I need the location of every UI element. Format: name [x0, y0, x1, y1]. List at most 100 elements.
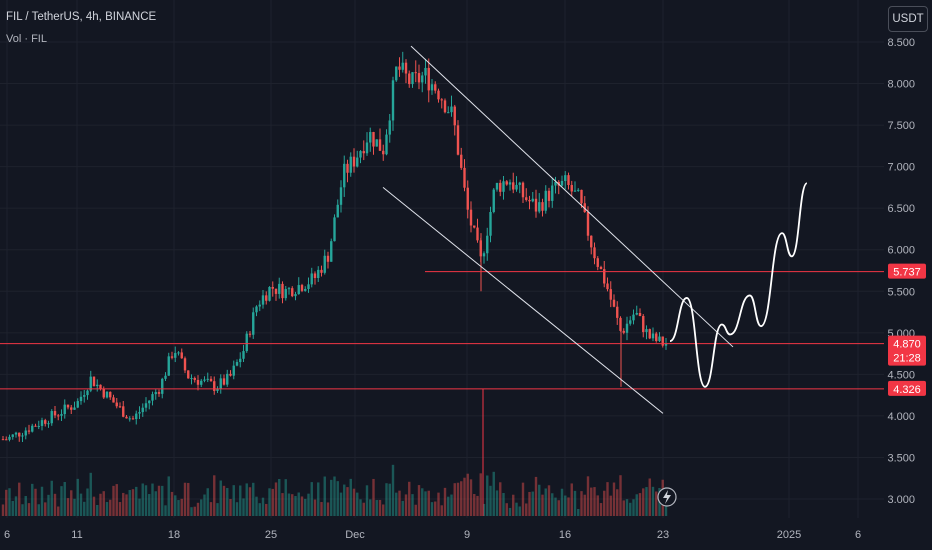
volume-bar-37	[122, 492, 125, 516]
volume-bar-51	[167, 476, 170, 516]
volume-bar-111	[362, 502, 365, 516]
candle-body-0	[1, 439, 5, 441]
volume-bar-145	[473, 493, 476, 516]
candle-body-87	[284, 289, 287, 299]
volume-bar-40	[131, 489, 135, 516]
candle-body-79	[258, 304, 261, 307]
candle-body-60	[196, 379, 200, 385]
volume-indicator-label[interactable]: Vol · FIL	[6, 33, 47, 45]
volume-bar-184	[599, 503, 603, 516]
volume-bar-195	[635, 494, 638, 516]
candle-body-12	[40, 420, 44, 426]
volume-bar-143	[466, 473, 469, 516]
candle-body-203	[661, 336, 664, 346]
candle-body-41	[135, 413, 138, 420]
candle-body-29	[96, 384, 99, 387]
candle-body-48	[157, 392, 161, 394]
candle-body-196	[638, 312, 642, 317]
volume-bar-33	[109, 499, 112, 516]
candle-body-151	[492, 189, 495, 212]
candle-body-31	[102, 388, 105, 398]
candle-body-37	[122, 406, 125, 417]
x-tick-7: 23	[657, 529, 669, 541]
candle-body-137	[447, 112, 450, 114]
currency-button[interactable]: USDT	[888, 6, 928, 32]
replay-icon[interactable]	[657, 487, 677, 507]
volume-bar-178	[580, 491, 583, 516]
candle-body-74	[242, 351, 245, 359]
candle-body-23	[76, 401, 79, 408]
candle-body-51	[167, 356, 170, 376]
volume-bar-61	[200, 499, 203, 516]
price-axis[interactable]: 3.0003.5004.0004.5005.0005.5006.0006.500…	[887, 37, 915, 506]
volume-bar-0	[1, 504, 5, 516]
volume-bar-80	[261, 497, 265, 516]
volume-bar-74	[242, 498, 245, 516]
y-tick-6: 6.000	[887, 245, 915, 257]
candle-body-148	[482, 253, 486, 257]
volume-bar-112	[365, 485, 369, 516]
y-tick-8: 7.000	[887, 162, 915, 174]
volume-bar-96	[313, 499, 317, 516]
candle-body-82	[268, 286, 271, 301]
descending-channel[interactable]	[382, 45, 734, 414]
candle-body-101	[330, 241, 333, 262]
volume-bar-54	[177, 500, 180, 516]
candle-body-162	[528, 199, 531, 202]
candle-body-167	[544, 190, 547, 211]
candlesticks	[1, 51, 668, 442]
candle-body-56	[183, 358, 187, 371]
volume-bar-175	[570, 483, 573, 516]
volume-bar-14	[47, 494, 50, 516]
volume-bar-30	[99, 493, 102, 516]
candle-body-199	[648, 329, 651, 339]
candle-body-138	[450, 106, 453, 113]
volume-bar-140	[456, 482, 460, 516]
candle-body-26	[86, 390, 89, 396]
candle-body-161	[525, 197, 528, 200]
volume-bar-82	[268, 488, 271, 516]
volume-bar-141	[460, 481, 463, 516]
candle-body-153	[499, 182, 502, 192]
volume-bar-104	[339, 492, 343, 516]
candle-body-22	[73, 407, 76, 410]
volume-bar-108	[352, 488, 356, 516]
candle-body-146	[476, 227, 479, 241]
x-tick-3: 25	[265, 529, 277, 541]
time-axis[interactable]: 6 11 18 25 Dec 9 16 23 2025 6	[4, 529, 861, 541]
volume-bar-138	[450, 494, 453, 516]
volume-bar-71	[232, 485, 235, 516]
volume-bar-137	[447, 496, 450, 516]
candle-body-78	[255, 306, 258, 313]
candle-body-25	[83, 395, 86, 397]
volume-bar-86	[281, 493, 284, 516]
volume-bar-84	[274, 482, 278, 516]
volume-bar-23	[76, 478, 79, 516]
candle-body-4	[14, 432, 18, 435]
volume-bar-129	[421, 488, 424, 516]
candle-body-191	[622, 330, 625, 333]
volume-bar-68	[222, 485, 226, 516]
projection-path[interactable]	[669, 182, 808, 388]
volume-bar-171	[557, 500, 560, 516]
candle-body-131	[427, 67, 430, 91]
price-badge-4.870	[888, 335, 926, 366]
candle-body-72	[235, 362, 239, 366]
volume-bar-50	[164, 505, 167, 516]
candle-body-107	[349, 156, 352, 173]
candle-body-173	[564, 175, 567, 182]
price-badge-5.737	[888, 263, 926, 279]
horizontal-levels[interactable]	[0, 271, 884, 516]
candle-body-106	[346, 163, 349, 173]
y-tick-2: 4.000	[887, 411, 915, 423]
candle-body-155	[505, 181, 508, 185]
candle-body-185	[603, 269, 606, 284]
candle-body-70	[229, 373, 232, 376]
candle-body-126	[411, 72, 414, 85]
candle-body-55	[180, 352, 183, 359]
volume-bar-174	[567, 497, 570, 516]
volume-bar-127	[414, 504, 417, 516]
volume-bar-16	[53, 493, 57, 516]
candle-body-111	[362, 151, 365, 154]
